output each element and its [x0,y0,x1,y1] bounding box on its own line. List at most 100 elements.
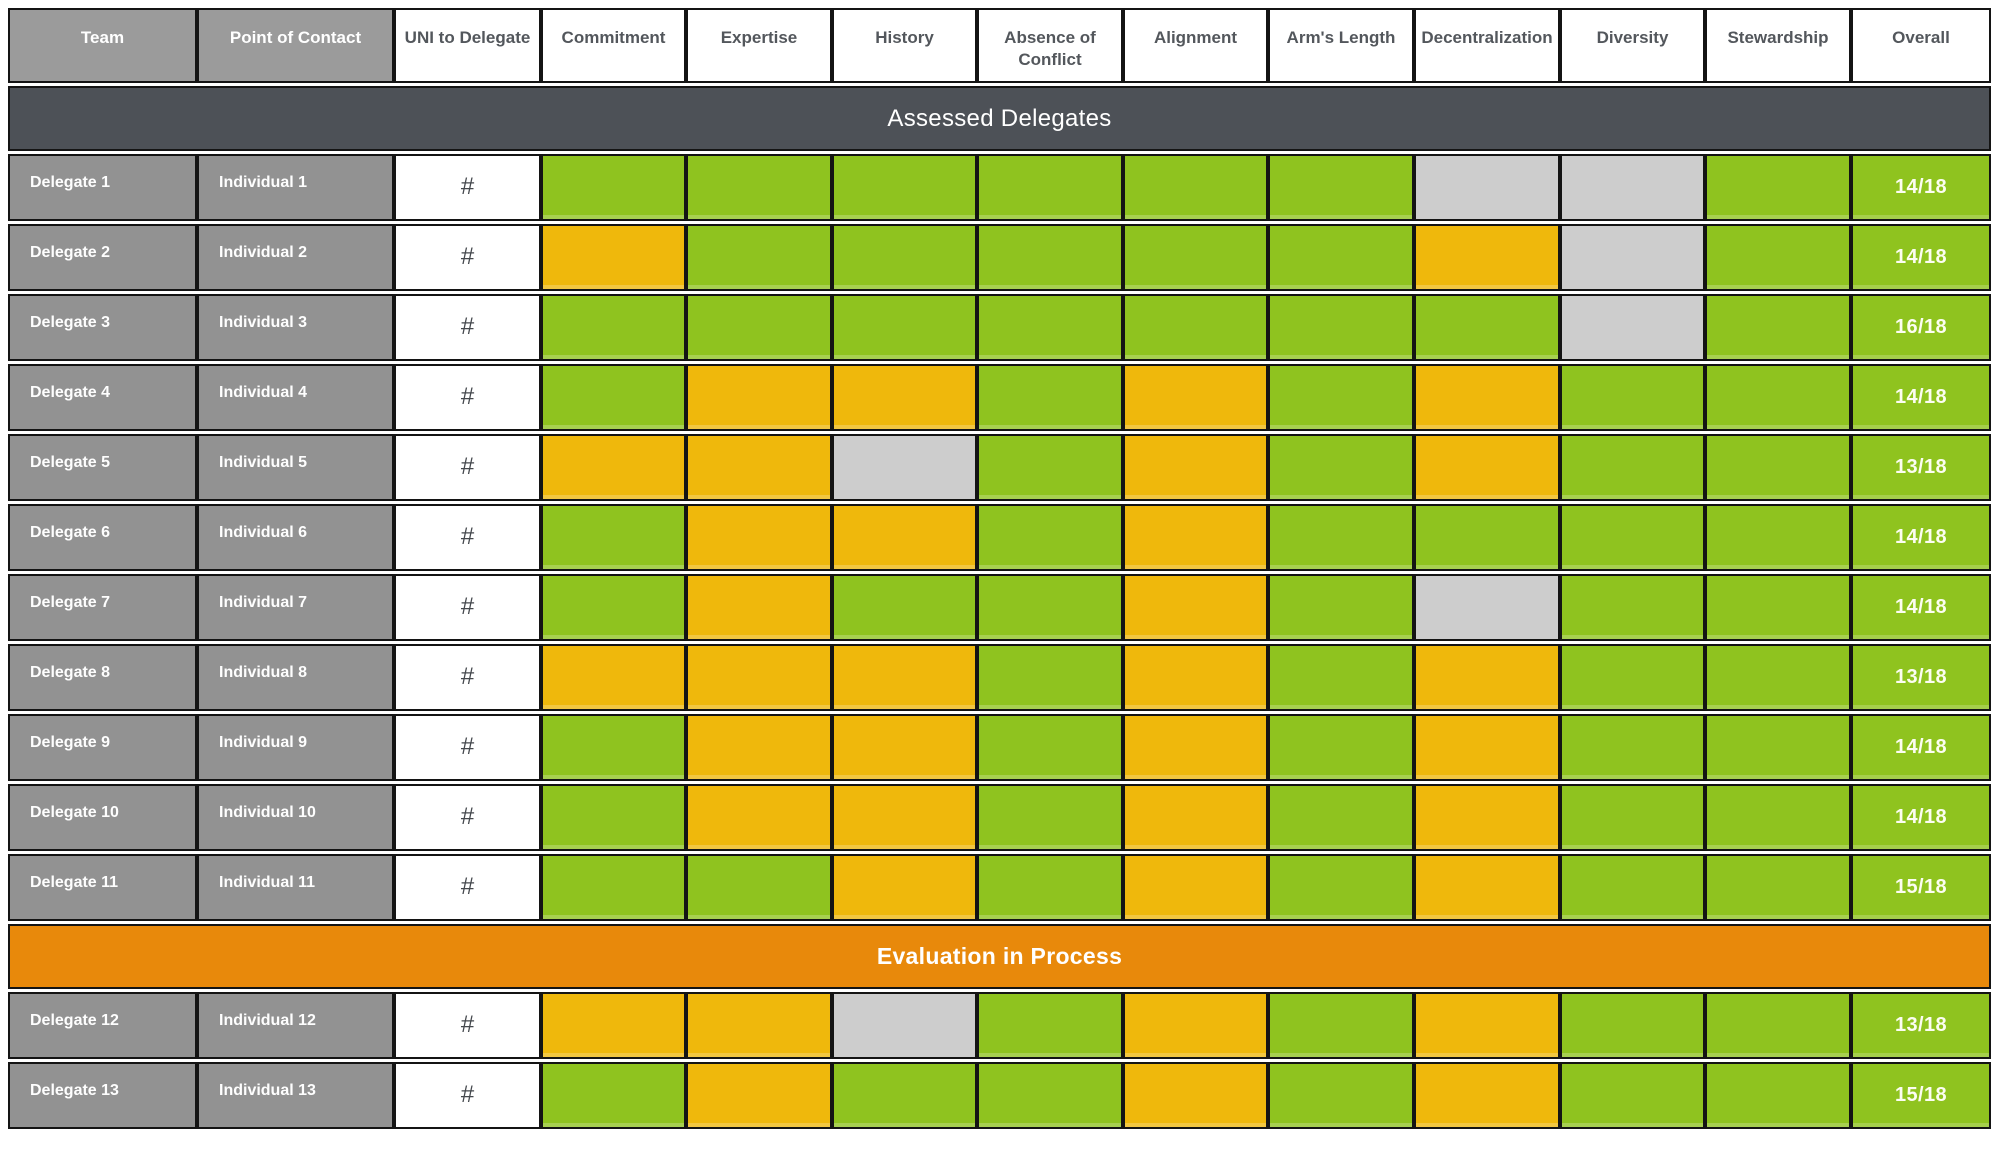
score-cell-alignment [1123,1062,1268,1129]
overall-score-cell: 16/18 [1851,294,1991,361]
score-cell-commitment [541,854,686,921]
column-header-arm-s-length: Arm's Length [1268,8,1414,83]
score-cell-history [832,504,977,571]
uni-to-delegate-cell: # [394,504,541,571]
column-header-diversity: Diversity [1560,8,1705,83]
score-cell-stewardship [1705,154,1851,221]
score-cell-decentralization [1414,294,1560,361]
score-cell-decentralization [1414,154,1560,221]
column-header-overall: Overall [1851,8,1991,83]
score-cell-history [832,574,977,641]
score-cell-decentralization [1414,714,1560,781]
team-cell: Delegate 8 [8,644,197,711]
score-cell-expertise [686,504,832,571]
uni-to-delegate-cell: # [394,992,541,1059]
score-cell-alignment [1123,992,1268,1059]
contact-cell: Individual 2 [197,224,394,291]
score-cell-absence-of-conflict [977,992,1123,1059]
score-cell-alignment [1123,294,1268,361]
score-cell-decentralization [1414,434,1560,501]
score-cell-absence-of-conflict [977,504,1123,571]
score-cell-expertise [686,784,832,851]
score-cell-alignment [1123,784,1268,851]
uni-to-delegate-cell: # [394,714,541,781]
score-cell-stewardship [1705,364,1851,431]
score-cell-commitment [541,434,686,501]
score-cell-arm-s-length [1268,294,1414,361]
contact-cell: Individual 10 [197,784,394,851]
overall-score-cell: 14/18 [1851,784,1991,851]
score-cell-expertise [686,434,832,501]
score-cell-stewardship [1705,644,1851,711]
score-cell-arm-s-length [1268,854,1414,921]
score-cell-alignment [1123,854,1268,921]
column-header-history: History [832,8,977,83]
overall-score-cell: 15/18 [1851,854,1991,921]
score-cell-arm-s-length [1268,364,1414,431]
score-cell-commitment [541,364,686,431]
overall-score-cell: 13/18 [1851,644,1991,711]
score-cell-expertise [686,992,832,1059]
team-cell: Delegate 2 [8,224,197,291]
uni-to-delegate-cell: # [394,644,541,711]
column-header-stewardship: Stewardship [1705,8,1851,83]
score-cell-history [832,992,977,1059]
score-cell-history [832,434,977,501]
score-cell-stewardship [1705,294,1851,361]
section-band-assessed-delegates: Assessed Delegates [8,86,1991,151]
score-cell-arm-s-length [1268,574,1414,641]
score-cell-commitment [541,224,686,291]
score-cell-commitment [541,574,686,641]
contact-cell: Individual 11 [197,854,394,921]
column-header-uni-to-delegate: UNI to Delegate [394,8,541,83]
score-cell-arm-s-length [1268,434,1414,501]
score-cell-decentralization [1414,504,1560,571]
score-cell-expertise [686,574,832,641]
score-cell-history [832,714,977,781]
score-cell-commitment [541,504,686,571]
uni-to-delegate-cell: # [394,784,541,851]
team-cell: Delegate 9 [8,714,197,781]
score-cell-alignment [1123,434,1268,501]
score-cell-decentralization [1414,992,1560,1059]
team-cell: Delegate 11 [8,854,197,921]
score-cell-diversity [1560,504,1705,571]
contact-cell: Individual 4 [197,364,394,431]
score-cell-arm-s-length [1268,1062,1414,1129]
score-cell-stewardship [1705,1062,1851,1129]
score-cell-arm-s-length [1268,714,1414,781]
column-header-absence-of-conflict: Absence of Conflict [977,8,1123,83]
score-cell-stewardship [1705,224,1851,291]
score-cell-diversity [1560,364,1705,431]
score-cell-history [832,644,977,711]
team-cell: Delegate 7 [8,574,197,641]
score-cell-alignment [1123,714,1268,781]
score-cell-diversity [1560,854,1705,921]
overall-score-cell: 13/18 [1851,434,1991,501]
score-cell-stewardship [1705,504,1851,571]
team-cell: Delegate 10 [8,784,197,851]
score-cell-stewardship [1705,714,1851,781]
score-cell-expertise [686,1062,832,1129]
score-cell-expertise [686,644,832,711]
uni-to-delegate-cell: # [394,574,541,641]
score-cell-commitment [541,1062,686,1129]
score-cell-diversity [1560,574,1705,641]
overall-score-cell: 15/18 [1851,1062,1991,1129]
delegate-assessment-table: Team Point of Contact UNI to Delegate Commi… [8,8,1991,1129]
contact-cell: Individual 1 [197,154,394,221]
score-cell-diversity [1560,784,1705,851]
column-header-team: Team [8,8,197,83]
column-header-commitment: Commitment [541,8,686,83]
team-cell: Delegate 6 [8,504,197,571]
score-cell-absence-of-conflict [977,714,1123,781]
section-band-evaluation-in-process: Evaluation in Process [8,924,1991,989]
overall-score-cell: 14/18 [1851,574,1991,641]
score-cell-absence-of-conflict [977,294,1123,361]
column-header-point-of-contact: Point of Contact [197,8,394,83]
score-cell-decentralization [1414,644,1560,711]
score-cell-diversity [1560,644,1705,711]
contact-cell: Individual 9 [197,714,394,781]
score-cell-decentralization [1414,224,1560,291]
score-cell-expertise [686,224,832,291]
